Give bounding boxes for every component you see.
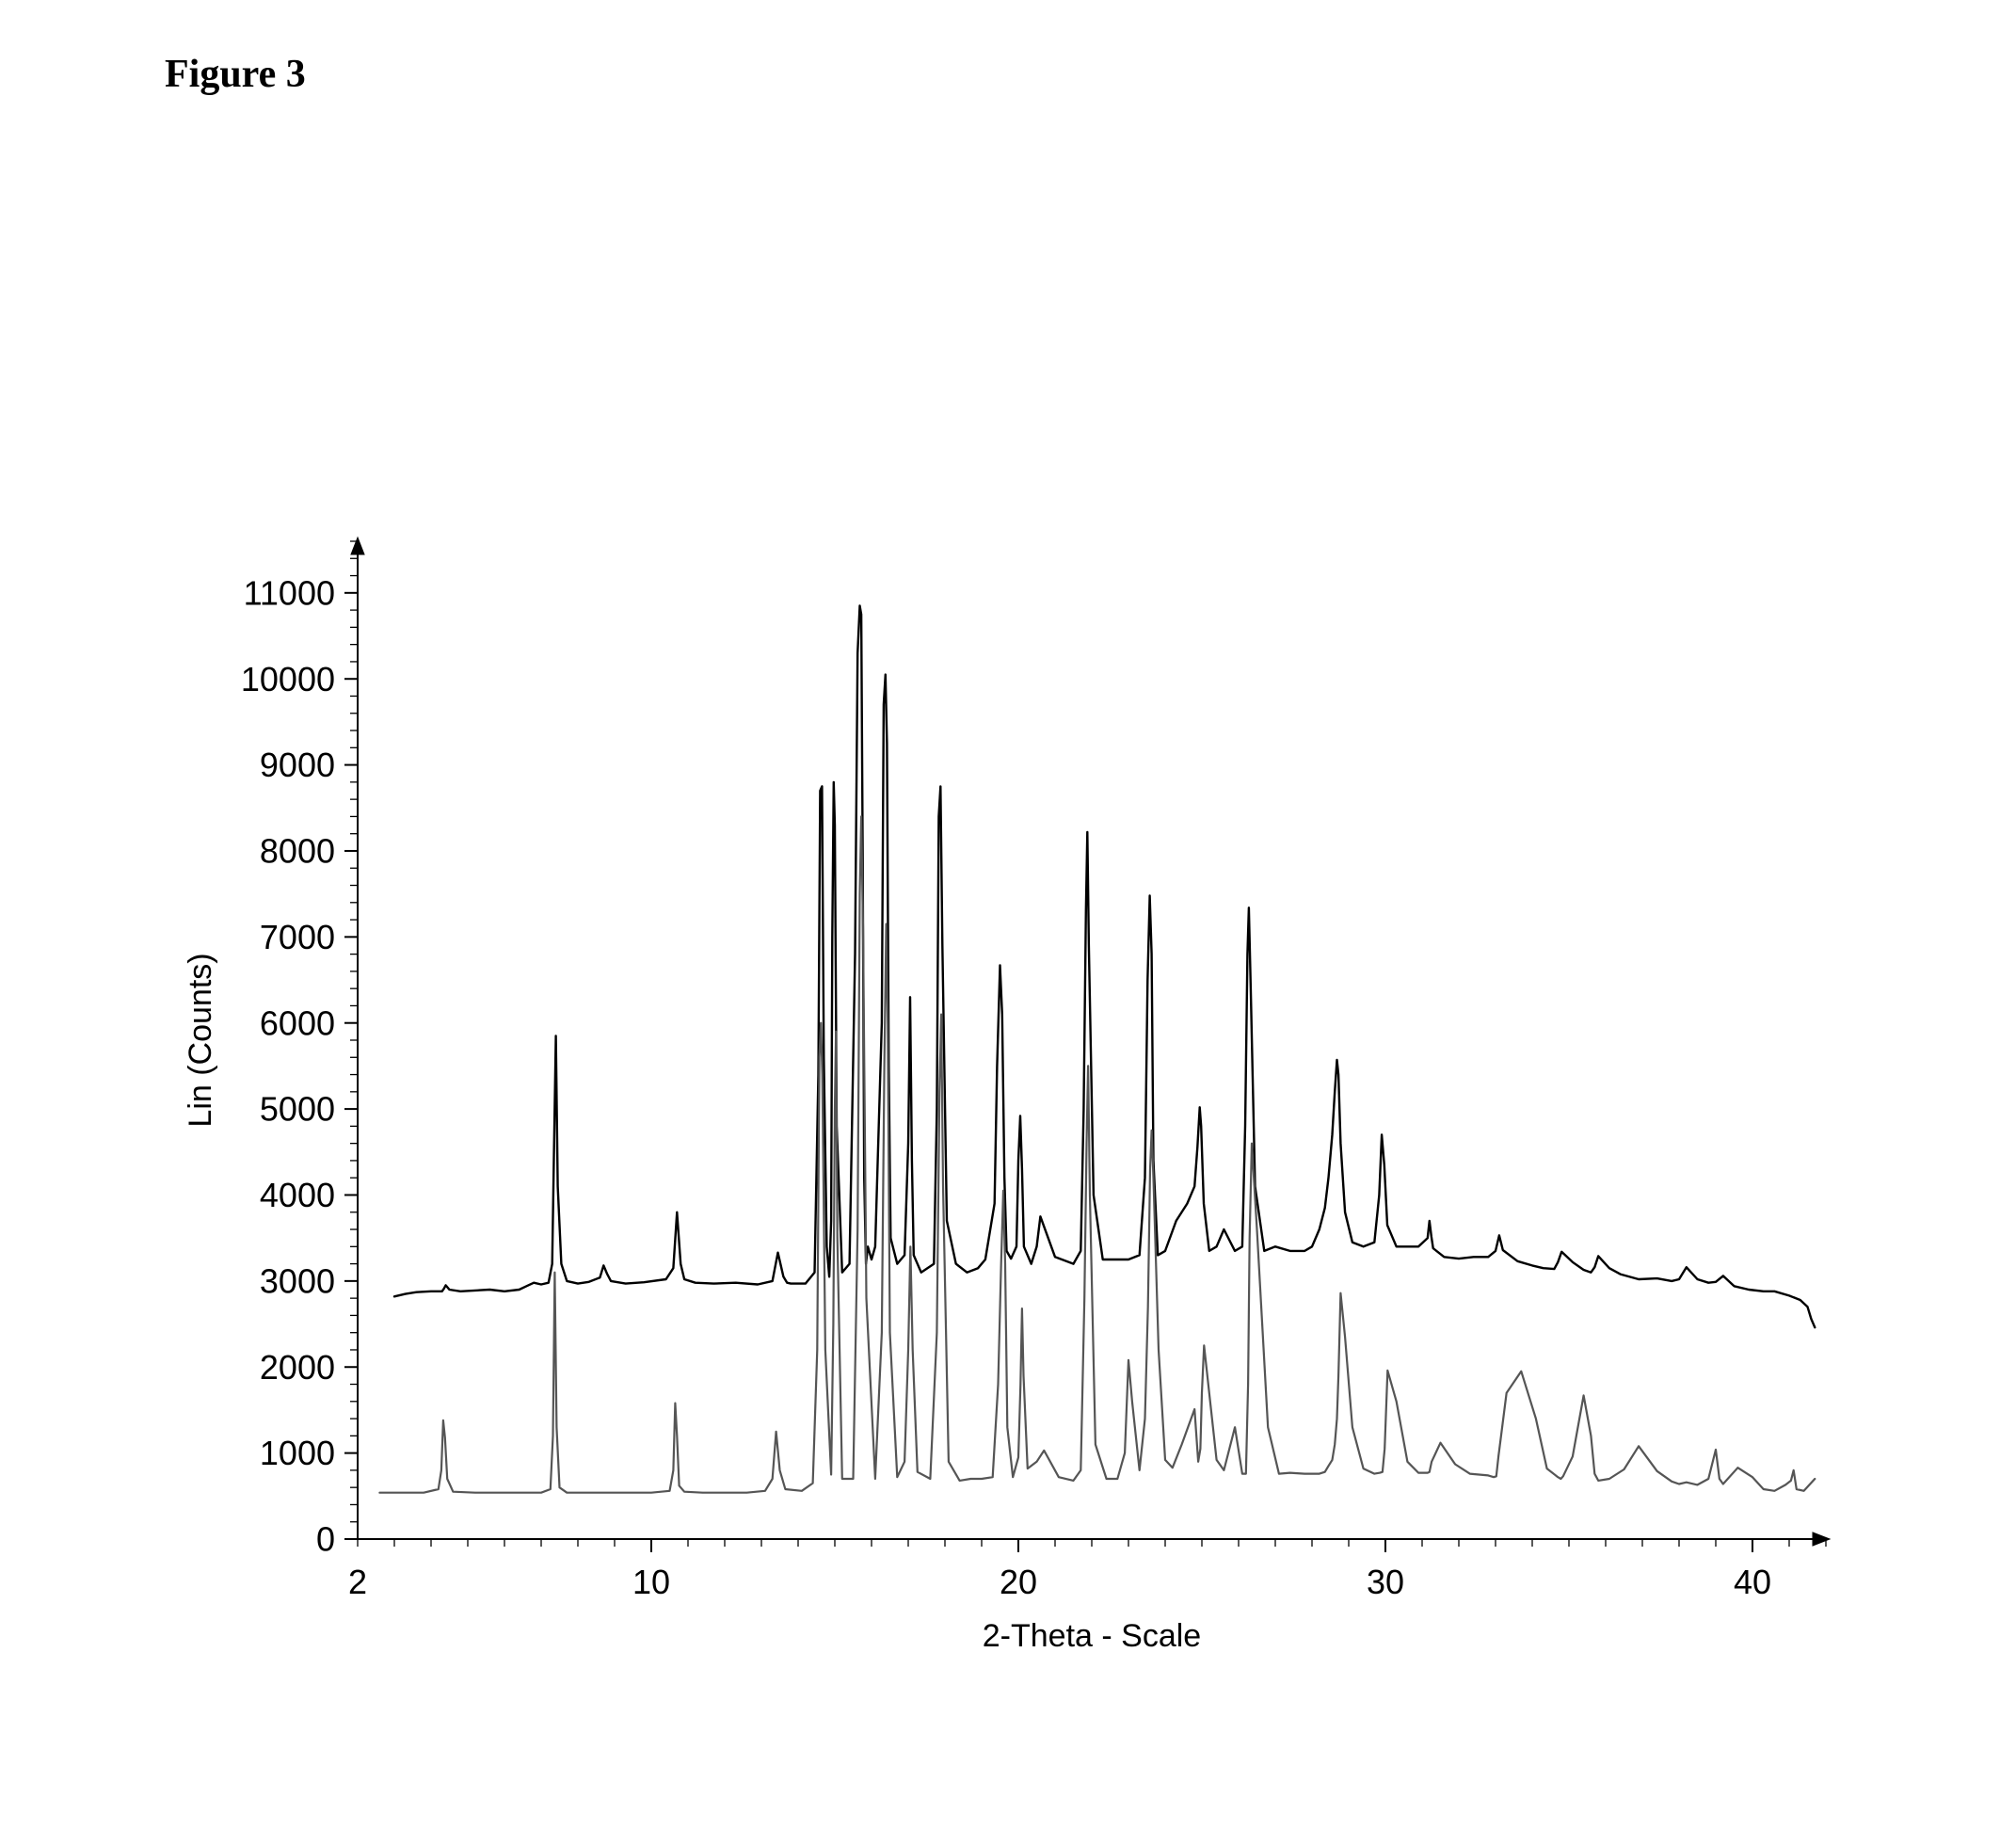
y-tick-label: 7000 bbox=[260, 918, 335, 956]
series-pattern-lower bbox=[379, 816, 1815, 1492]
y-tick-label: 4000 bbox=[260, 1176, 335, 1214]
y-tick-label: 3000 bbox=[260, 1261, 335, 1300]
chart-svg: 0 1000 2000 3000 4000 5000 6000 7000 8000 9000 100… bbox=[179, 522, 1854, 1661]
y-axis-title: Lin (Counts) bbox=[183, 953, 218, 1127]
y-tick-label: 6000 bbox=[260, 1003, 335, 1042]
y-tick-label: 2000 bbox=[260, 1348, 335, 1387]
x-axis-title: 2-Theta - Scale bbox=[983, 1618, 1201, 1654]
x-tick-label: 40 bbox=[1734, 1563, 1771, 1601]
y-tick-label: 8000 bbox=[260, 832, 335, 871]
x-tick-label: 30 bbox=[1367, 1563, 1404, 1601]
x-tick-label: 20 bbox=[1000, 1563, 1037, 1601]
x-tick-label: 2 bbox=[348, 1563, 367, 1601]
figure-label: Figure 3 bbox=[165, 52, 306, 97]
xrd-chart: 0 1000 2000 3000 4000 5000 6000 7000 8000 9000 100… bbox=[179, 522, 1854, 1661]
x-tick-label: 10 bbox=[632, 1563, 670, 1601]
series-pattern-upper bbox=[394, 606, 1815, 1328]
y-tick-label: 9000 bbox=[260, 746, 335, 784]
y-tick-label: 10000 bbox=[241, 660, 335, 698]
x-axis-arrow bbox=[1813, 1532, 1830, 1546]
y-tick-label: 0 bbox=[316, 1520, 335, 1559]
y-tick-label: 11000 bbox=[244, 573, 335, 612]
y-tick-label: 5000 bbox=[260, 1090, 335, 1129]
y-axis-arrow bbox=[351, 537, 364, 554]
y-tick-label: 1000 bbox=[260, 1434, 335, 1472]
